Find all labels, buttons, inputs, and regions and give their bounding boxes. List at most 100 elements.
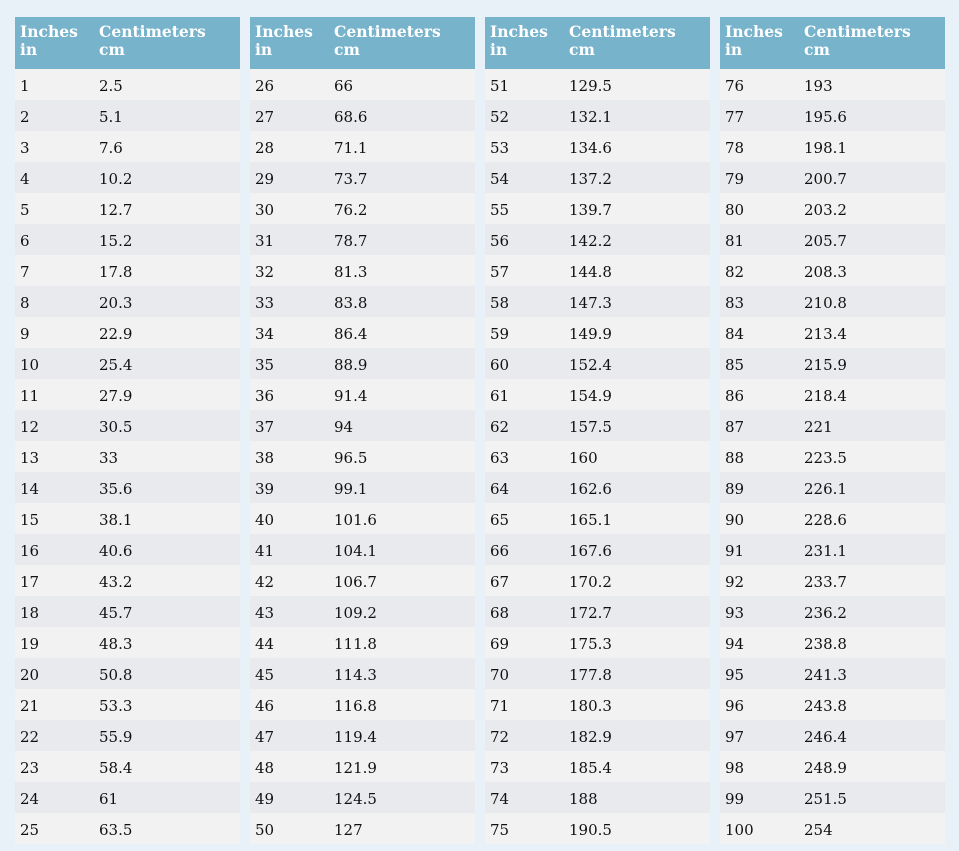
inches-cell: 51 — [490, 77, 510, 95]
table-row: 40 101.6 — [250, 503, 475, 534]
table-row: 12 30.5 — [15, 410, 240, 441]
inches-cell: 28 — [255, 139, 275, 157]
table-row: 7 17.8 — [15, 255, 240, 286]
centimeters-cell: 17.8 — [99, 263, 133, 281]
inches-cell: 68 — [490, 604, 510, 622]
centimeters-cell: 144.8 — [569, 263, 612, 281]
inches-cell: 3 — [20, 139, 30, 157]
table-row: 28 71.1 — [250, 131, 475, 162]
table-row: 3 7.6 — [15, 131, 240, 162]
inches-cell: 1 — [20, 77, 30, 95]
table-row: 16 40.6 — [15, 534, 240, 565]
centimeters-cell: 45.7 — [99, 604, 133, 622]
centimeters-cell: 238.8 — [804, 635, 847, 653]
inches-cell: 56 — [490, 232, 510, 250]
header-label: Inches — [255, 22, 313, 41]
centimeters-cell: 58.4 — [99, 759, 133, 777]
table-row: 37 94 — [250, 410, 475, 441]
table-row: 90 228.6 — [720, 503, 945, 534]
table-row: 98 248.9 — [720, 751, 945, 782]
table-row: 42 106.7 — [250, 565, 475, 596]
table-row: 17 43.2 — [15, 565, 240, 596]
table-row: 47 119.4 — [250, 720, 475, 751]
inches-cell: 61 — [490, 387, 510, 405]
header-unit: cm — [569, 40, 595, 59]
table-row: 83 210.8 — [720, 286, 945, 317]
centimeters-cell: 30.5 — [99, 418, 133, 436]
centimeters-cell: 106.7 — [334, 573, 377, 591]
table-row: 54 137.2 — [485, 162, 710, 193]
table-row: 13 33 — [15, 441, 240, 472]
header-label: Centimeters — [569, 22, 676, 41]
inches-cell: 58 — [490, 294, 510, 312]
centimeters-cell: 88.9 — [334, 356, 368, 374]
centimeters-cell: 38.1 — [99, 511, 133, 529]
table-row: 81 205.7 — [720, 224, 945, 255]
centimeters-cell: 96.5 — [334, 449, 368, 467]
table-row: 84 213.4 — [720, 317, 945, 348]
centimeters-cell: 25.4 — [99, 356, 133, 374]
centimeters-cell: 215.9 — [804, 356, 847, 374]
inches-cell: 8 — [20, 294, 30, 312]
inches-cell: 73 — [490, 759, 510, 777]
table-row: 45 114.3 — [250, 658, 475, 689]
centimeters-cell: 40.6 — [99, 542, 133, 560]
inches-cell: 42 — [255, 573, 275, 591]
centimeters-cell: 76.2 — [334, 201, 368, 219]
inches-cell: 41 — [255, 542, 275, 560]
header-centimeters: Centimeters cm — [334, 23, 475, 69]
inches-cell: 98 — [725, 759, 745, 777]
table-header: Inches in Centimeters cm — [15, 17, 240, 69]
inches-cell: 25 — [20, 821, 40, 839]
table-row: 57 144.8 — [485, 255, 710, 286]
centimeters-cell: 246.4 — [804, 728, 847, 746]
centimeters-cell: 203.2 — [804, 201, 847, 219]
centimeters-cell: 68.6 — [334, 108, 368, 126]
header-unit: in — [725, 40, 743, 59]
inches-cell: 67 — [490, 573, 510, 591]
centimeters-cell: 251.5 — [804, 790, 847, 808]
header-centimeters: Centimeters cm — [99, 23, 240, 69]
centimeters-cell: 86.4 — [334, 325, 368, 343]
table-row: 39 99.1 — [250, 472, 475, 503]
table-row: 46 116.8 — [250, 689, 475, 720]
centimeters-cell: 5.1 — [99, 108, 123, 126]
table-row: 67 170.2 — [485, 565, 710, 596]
table-row: 11 27.9 — [15, 379, 240, 410]
centimeters-cell: 218.4 — [804, 387, 847, 405]
header-label: Centimeters — [99, 22, 206, 41]
conversion-table: Inches in Centimeters cm 1 2.5 2 5.1 3 7.6 4 10.2 5 1… — [15, 17, 240, 844]
centimeters-cell: 188 — [569, 790, 598, 808]
inches-cell: 93 — [725, 604, 745, 622]
table-row: 85 215.9 — [720, 348, 945, 379]
inches-cell: 6 — [20, 232, 30, 250]
inches-cell: 12 — [20, 418, 40, 436]
table-row: 50 127 — [250, 813, 475, 844]
inches-cell: 83 — [725, 294, 745, 312]
table-row: 94 238.8 — [720, 627, 945, 658]
table-row: 10 25.4 — [15, 348, 240, 379]
centimeters-cell: 99.1 — [334, 480, 368, 498]
inches-cell: 11 — [20, 387, 40, 405]
table-header: Inches in Centimeters cm — [485, 17, 710, 69]
table-row: 52 132.1 — [485, 100, 710, 131]
inches-cell: 90 — [725, 511, 745, 529]
table-row: 58 147.3 — [485, 286, 710, 317]
centimeters-cell: 180.3 — [569, 697, 612, 715]
centimeters-cell: 137.2 — [569, 170, 612, 188]
table-row: 4 10.2 — [15, 162, 240, 193]
table-row: 92 233.7 — [720, 565, 945, 596]
centimeters-cell: 33 — [99, 449, 119, 467]
header-label: Inches — [490, 22, 548, 41]
table-row: 1 2.5 — [15, 69, 240, 100]
header-label: Centimeters — [334, 22, 441, 41]
header-inches: Inches in — [250, 23, 334, 69]
centimeters-cell: 200.7 — [804, 170, 847, 188]
header-label: Centimeters — [804, 22, 911, 41]
centimeters-cell: 124.5 — [334, 790, 377, 808]
centimeters-cell: 116.8 — [334, 697, 377, 715]
centimeters-cell: 111.8 — [334, 635, 377, 653]
table-row: 69 175.3 — [485, 627, 710, 658]
inches-cell: 10 — [20, 356, 40, 374]
table-row: 24 61 — [15, 782, 240, 813]
